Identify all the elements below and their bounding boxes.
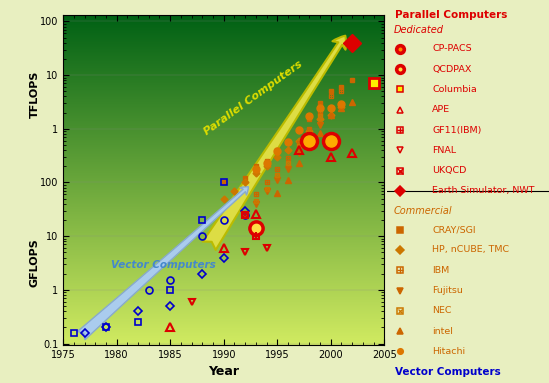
Text: Earth Simulator, NWT: Earth Simulator, NWT: [433, 187, 535, 195]
Text: Vector Computers: Vector Computers: [395, 367, 501, 377]
Text: Fujitsu: Fujitsu: [433, 286, 463, 295]
Text: APE: APE: [433, 105, 451, 114]
Text: FNAL: FNAL: [433, 146, 457, 155]
Text: GFLOPS: GFLOPS: [30, 238, 40, 287]
Text: Columbia: Columbia: [433, 85, 477, 94]
Text: NEC: NEC: [433, 306, 452, 315]
Text: QCDPAX: QCDPAX: [433, 65, 472, 74]
X-axis label: Year: Year: [208, 365, 239, 378]
Text: CP-PACS: CP-PACS: [433, 44, 472, 53]
Text: Vector Computers: Vector Computers: [111, 260, 216, 270]
Text: TFLOPS: TFLOPS: [30, 71, 40, 118]
Text: UKQCD: UKQCD: [433, 166, 467, 175]
Text: CRAY/SGI: CRAY/SGI: [433, 225, 476, 234]
Text: IBM: IBM: [433, 266, 450, 275]
Text: Commercial: Commercial: [394, 206, 452, 216]
Text: Parallel Computers: Parallel Computers: [202, 59, 305, 137]
Text: intel: intel: [433, 327, 453, 336]
Text: Hitachi: Hitachi: [433, 347, 466, 356]
Text: Dedicated: Dedicated: [394, 25, 444, 35]
Text: Parallel Computers: Parallel Computers: [395, 10, 507, 20]
Text: HP, nCUBE, TMC: HP, nCUBE, TMC: [433, 246, 509, 254]
Text: GF11(IBM): GF11(IBM): [433, 126, 482, 134]
